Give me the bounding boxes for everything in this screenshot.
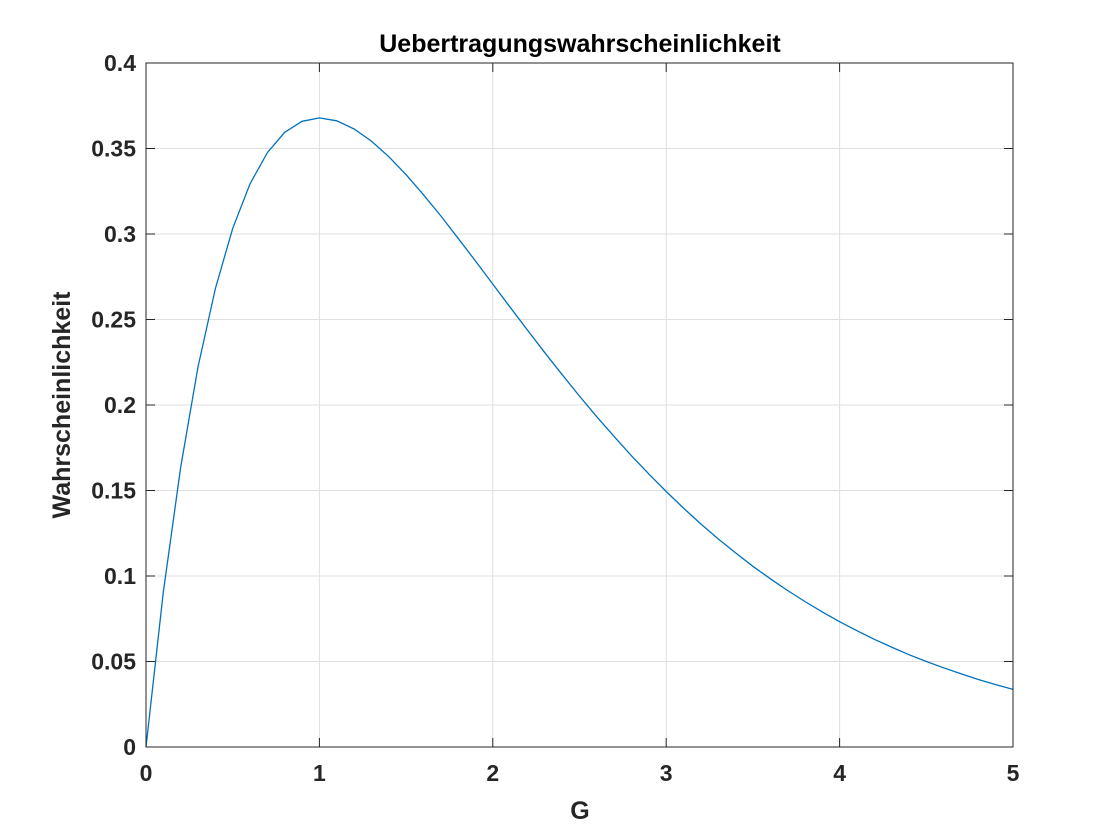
- y-tick-label: 0.25: [91, 307, 136, 333]
- series-line: [145, 117, 1014, 748]
- x-tick-label: 1: [313, 760, 326, 786]
- y-tick-label: 0.05: [91, 649, 136, 675]
- chart-title: Uebertragungswahrscheinlichkeit: [379, 30, 781, 58]
- series-layer: [145, 117, 1014, 748]
- x-axis-title: G: [570, 797, 589, 825]
- x-tick-label: 2: [486, 760, 499, 786]
- axis-ticks: [145, 62, 1014, 748]
- y-tick-label: 0: [123, 734, 136, 760]
- y-tick-label: 0.3: [104, 221, 136, 247]
- x-tick-label: 0: [140, 760, 153, 786]
- y-tick-label: 0.15: [91, 478, 136, 504]
- y-tick-label: 0.2: [104, 392, 136, 418]
- x-tick-label: 3: [660, 760, 673, 786]
- x-tick-label: 4: [833, 760, 846, 786]
- y-axis-title: Wahrscheinlichkeit: [48, 291, 76, 519]
- y-tick-label: 0.35: [91, 136, 136, 162]
- y-tick-label: 0.4: [104, 50, 136, 76]
- x-tick-label: 5: [1007, 760, 1020, 786]
- tick-labels: 0 1 2 3 4 5 0 0.05 0.1 0.15 0.2 0.25 0.3 0.35 0.4: [91, 50, 1019, 786]
- y-tick-label: 0.1: [104, 563, 136, 589]
